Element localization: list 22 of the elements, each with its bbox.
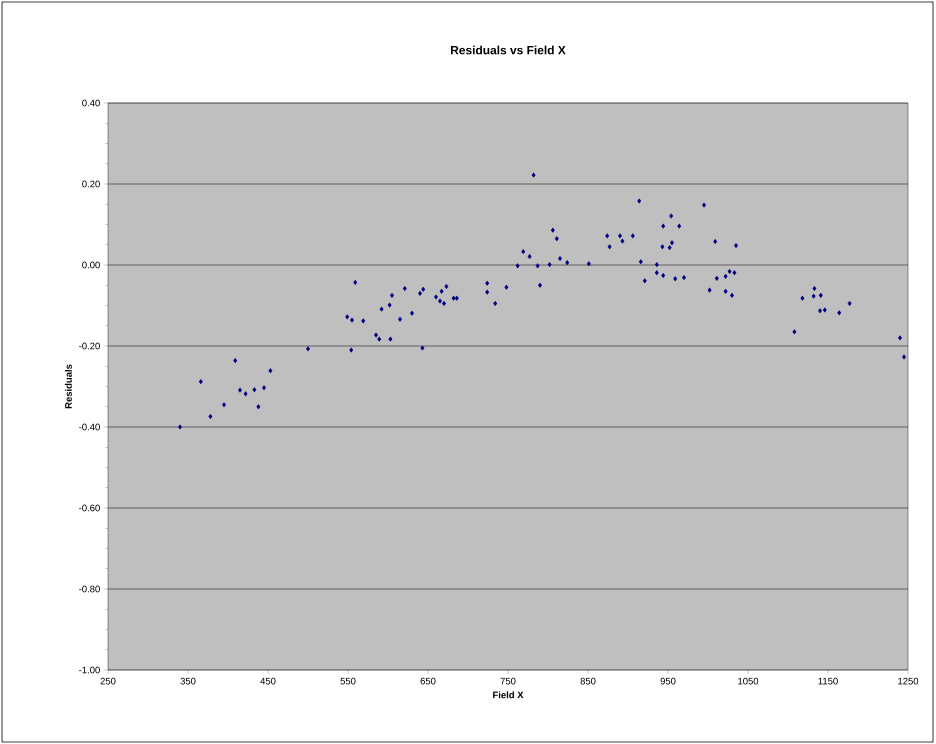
y-tick-label: -1.00 bbox=[79, 666, 100, 674]
x-tick-label: 550 bbox=[340, 678, 356, 684]
x-tick-label: 350 bbox=[180, 678, 196, 684]
y-tick-label: 0.40 bbox=[82, 100, 100, 106]
x-tick-label: 750 bbox=[500, 678, 516, 684]
y-tick-label: -0.20 bbox=[79, 342, 100, 350]
y-tick-label: -0.80 bbox=[79, 586, 100, 592]
y-axis-title: Residuals bbox=[64, 364, 72, 408]
x-tick-label: 850 bbox=[580, 678, 596, 684]
y-tick-label: -0.60 bbox=[79, 504, 100, 512]
x-tick-label: 650 bbox=[420, 678, 436, 684]
chart-title: Residuals vs Field X bbox=[450, 46, 566, 54]
x-tick-label: 1250 bbox=[898, 678, 918, 684]
x-axis-title: Field X bbox=[493, 691, 524, 698]
x-tick-label: 1050 bbox=[738, 678, 758, 684]
y-tick-label: 0.20 bbox=[82, 180, 100, 188]
y-tick-label: -0.40 bbox=[79, 424, 100, 430]
x-tick-label: 250 bbox=[100, 678, 116, 684]
y-tick-label: 0.00 bbox=[82, 262, 100, 268]
x-tick-label: 950 bbox=[660, 678, 676, 684]
x-tick-label: 450 bbox=[260, 678, 276, 684]
x-tick-label: 1150 bbox=[818, 678, 838, 684]
